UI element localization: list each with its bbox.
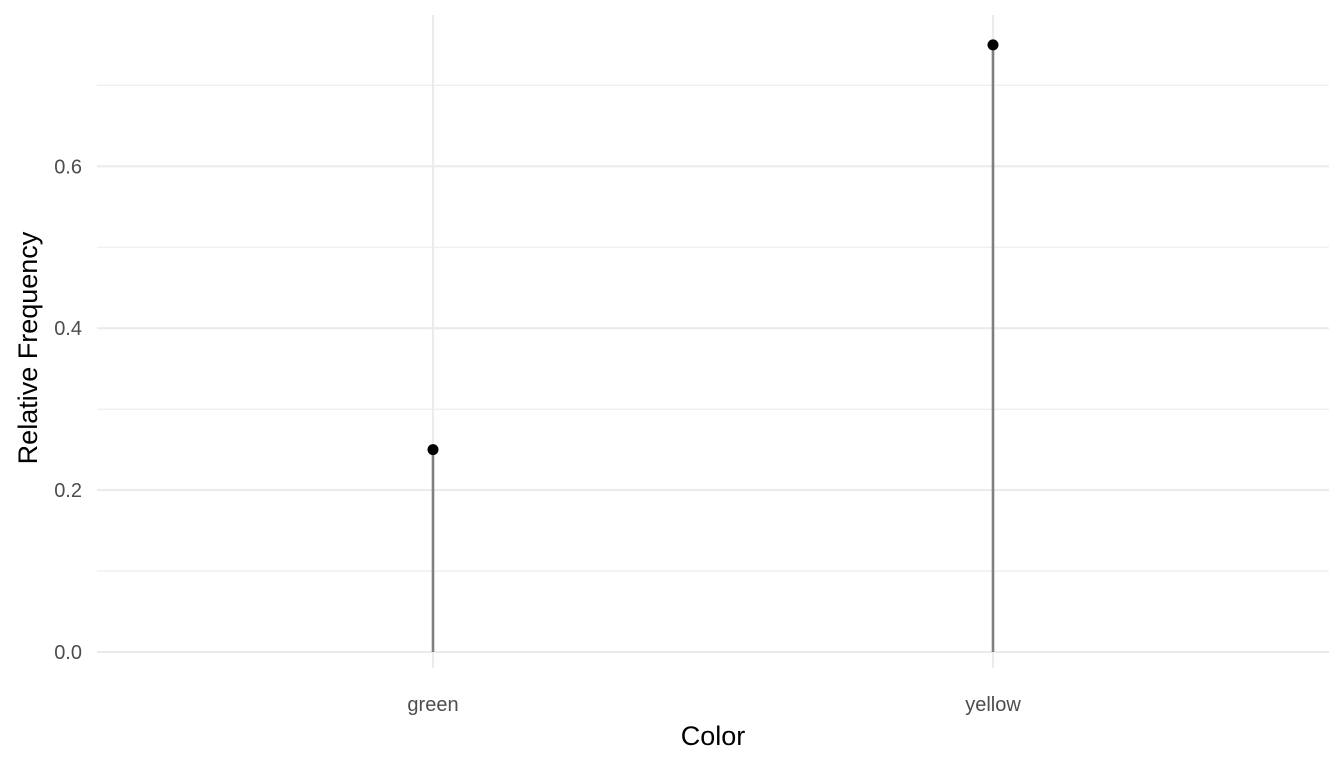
x-tick-label: green	[407, 694, 458, 716]
y-tick-label: 0.2	[54, 480, 82, 502]
y-tick-label: 0.4	[54, 318, 82, 340]
x-axis-tick-labels: green yellow	[407, 694, 1021, 716]
major-gridlines	[97, 15, 1329, 668]
lollipop-stems	[431, 44, 995, 652]
minor-gridlines	[97, 84, 1329, 572]
lollipop-points	[427, 39, 999, 456]
y-axis-title: Relative Frequency	[13, 231, 43, 464]
lollipop-point-green	[427, 444, 439, 456]
x-axis-title: Color	[681, 721, 746, 751]
y-axis-tick-labels: 0.0 0.2 0.4 0.6	[54, 156, 82, 664]
x-tick-label: yellow	[965, 694, 1021, 716]
lollipop-point-yellow	[987, 39, 999, 51]
y-tick-label: 0.6	[54, 156, 82, 178]
y-tick-label: 0.0	[54, 642, 82, 664]
